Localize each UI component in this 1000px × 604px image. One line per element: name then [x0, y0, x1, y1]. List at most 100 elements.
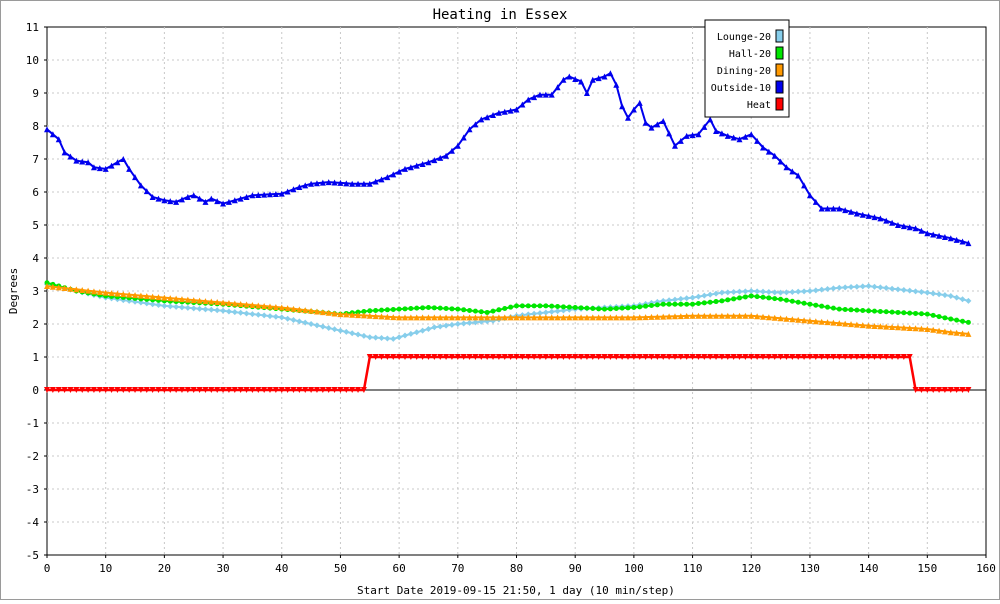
data-point: [713, 354, 720, 360]
data-point: [671, 296, 678, 303]
data-point: [613, 305, 619, 311]
data-point: [895, 309, 901, 315]
data-point: [666, 354, 673, 360]
data-point: [143, 188, 150, 195]
data-point: [319, 387, 326, 393]
data-point: [671, 354, 678, 360]
data-point: [960, 318, 966, 324]
data-point: [44, 283, 50, 290]
data-point: [343, 387, 350, 393]
y-axis-title: Degrees: [7, 268, 20, 314]
data-point: [514, 303, 519, 309]
data-point: [595, 354, 602, 360]
data-point: [155, 387, 162, 393]
data-point: [202, 198, 209, 205]
data-point: [630, 106, 637, 113]
data-point: [742, 288, 749, 295]
data-point: [777, 158, 784, 165]
data-point: [390, 314, 397, 321]
data-point: [366, 312, 373, 319]
data-point: [384, 313, 391, 320]
x-axis-title: Start Date 2019-09-15 21:50, 1 day (10 m…: [357, 584, 675, 597]
data-point: [959, 296, 966, 303]
data-point: [918, 227, 925, 234]
data-point: [795, 288, 802, 295]
legend-swatch: [775, 46, 784, 60]
data-point: [519, 303, 525, 309]
data-point: [413, 162, 420, 169]
data-point: [948, 316, 954, 322]
data-point: [695, 354, 702, 360]
data-point: [724, 132, 731, 139]
data-point: [877, 215, 884, 222]
data-point: [108, 290, 115, 297]
data-point: [313, 180, 320, 187]
data-point: [396, 168, 403, 175]
x-tick-label: 20: [158, 562, 171, 575]
legend-label: Hall-20: [729, 49, 771, 60]
data-point: [643, 303, 649, 309]
data-point: [607, 70, 614, 77]
data-point: [965, 387, 972, 393]
data-point: [308, 321, 315, 327]
data-point: [448, 354, 455, 360]
data-point: [278, 387, 285, 393]
data-point: [941, 387, 948, 393]
data-point: [713, 312, 720, 319]
data-point: [836, 320, 843, 327]
data-point: [290, 305, 297, 312]
data-point: [589, 76, 596, 83]
data-point: [795, 316, 802, 323]
data-point: [373, 307, 379, 313]
data-point: [178, 296, 185, 303]
data-point: [918, 325, 925, 332]
data-point: [319, 179, 326, 186]
data-point: [871, 214, 878, 221]
data-point: [683, 312, 690, 319]
data-point: [396, 314, 403, 321]
data-point: [443, 322, 450, 329]
data-point: [448, 147, 455, 154]
data-point: [924, 325, 931, 332]
data-point: [325, 309, 332, 316]
data-point: [73, 157, 80, 164]
data-point: [607, 354, 614, 360]
data-point: [683, 295, 690, 302]
data-point: [795, 354, 802, 360]
data-point: [413, 354, 420, 360]
data-point: [366, 180, 373, 187]
data-point: [267, 387, 274, 393]
data-point: [73, 387, 80, 393]
data-point: [801, 354, 808, 360]
data-point: [848, 307, 854, 313]
data-point: [589, 354, 596, 360]
data-point: [455, 306, 461, 312]
data-point: [742, 294, 748, 300]
data-point: [765, 314, 772, 321]
data-point: [778, 296, 784, 302]
data-point: [677, 354, 684, 360]
data-point: [883, 217, 890, 224]
data-point: [707, 312, 714, 319]
data-point: [748, 288, 755, 294]
data-point: [695, 293, 702, 300]
y-tick-label: -5: [26, 549, 39, 562]
data-point: [90, 164, 97, 171]
data-point: [132, 174, 139, 181]
data-point: [85, 387, 92, 393]
data-point: [501, 354, 508, 360]
data-point: [853, 354, 860, 360]
data-point: [243, 310, 250, 317]
data-point: [361, 308, 367, 314]
data-point: [220, 307, 227, 314]
legend-label: Lounge-20: [717, 32, 771, 43]
data-point: [536, 91, 543, 98]
data-point: [584, 305, 590, 311]
data-point: [437, 323, 444, 330]
data-point: [360, 387, 367, 393]
data-point: [337, 311, 344, 318]
data-point: [536, 310, 543, 317]
y-tick-label: 11: [26, 21, 39, 34]
data-point: [883, 354, 890, 360]
data-point: [601, 314, 608, 321]
